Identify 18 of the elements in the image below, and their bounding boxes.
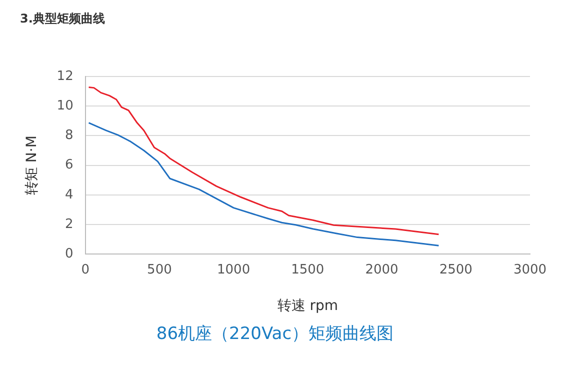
y-tick-label: 12 xyxy=(56,68,74,84)
y-tick-label: 6 xyxy=(65,158,74,173)
text: 86机座（220Vac）矩频曲线图 xyxy=(156,324,394,344)
y-tick-label: 2 xyxy=(65,216,74,232)
x-tick-label: 2000 xyxy=(365,262,398,278)
chart-title: 3.典型矩频曲线 xyxy=(20,11,105,26)
x-tick-label: 1500 xyxy=(291,262,324,278)
x-tick-label: 0 xyxy=(81,262,90,278)
y-tick-label: 10 xyxy=(56,98,74,114)
x-tick-label: 2500 xyxy=(439,262,472,278)
y-tick-label: 4 xyxy=(65,187,74,202)
y-tick-label: 8 xyxy=(65,128,74,144)
y-axis-title: 转矩 N·M xyxy=(24,136,40,196)
x-tick-label: 500 xyxy=(147,262,172,278)
x-tick-label: 3000 xyxy=(513,262,547,278)
x-axis-title: 转速 rpm xyxy=(277,298,338,314)
x-tick-label: 1000 xyxy=(217,262,250,278)
y-tick-label: 0 xyxy=(65,246,74,262)
